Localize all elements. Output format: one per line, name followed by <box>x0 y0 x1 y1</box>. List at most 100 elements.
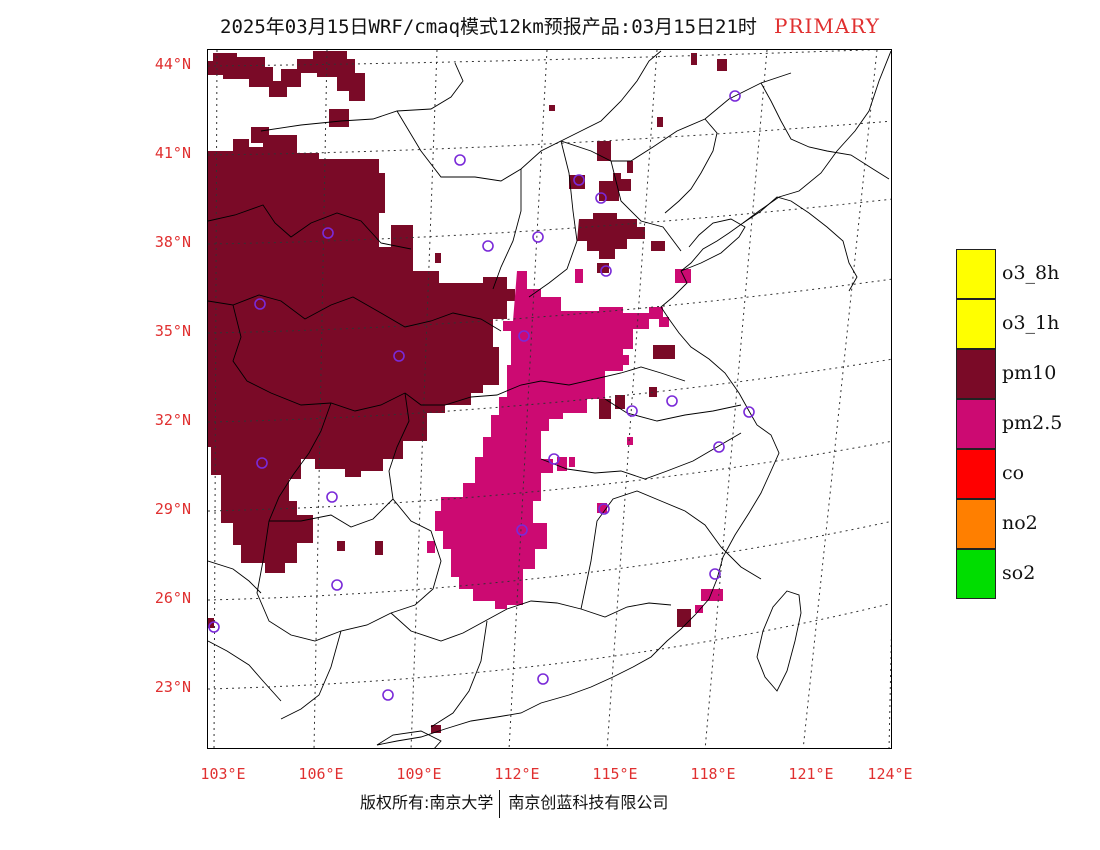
lat-label-35: 35°N <box>154 322 191 340</box>
station-marker <box>532 231 544 243</box>
boundaries <box>208 50 891 748</box>
pm10-patch <box>375 541 383 555</box>
pm10-patch <box>549 105 555 111</box>
coastline-bohai <box>376 50 891 746</box>
pm25-patch <box>701 589 723 601</box>
pm10-region-west <box>208 135 515 573</box>
lat-label-38: 38°N <box>154 233 191 251</box>
lat-label-44: 44°N <box>154 55 191 73</box>
pm10-patch <box>431 725 441 733</box>
hainan-outline <box>376 730 442 748</box>
lon-label-124: 124°E <box>867 765 913 783</box>
coastline-shandong <box>680 218 746 272</box>
parallel-44 <box>208 50 879 67</box>
station-marker <box>666 395 678 407</box>
meridian-106 <box>313 50 328 748</box>
province-line <box>528 140 578 298</box>
station-marker <box>256 457 268 469</box>
legend-swatch <box>956 399 996 449</box>
province-line <box>208 294 502 332</box>
pm25-patch <box>619 355 629 365</box>
station-marker <box>208 621 220 633</box>
legend-label: pm2.5 <box>1002 412 1063 434</box>
province-line <box>580 490 722 610</box>
province-line <box>232 304 406 412</box>
lon-label-112: 112°E <box>494 765 540 783</box>
lon-label-106: 106°E <box>298 765 344 783</box>
footer-divider <box>499 789 501 818</box>
graticule <box>208 50 891 748</box>
province-line <box>256 520 392 642</box>
station-marker <box>537 673 549 685</box>
legend-label: o3_1h <box>1002 312 1060 334</box>
lon-label-103: 103°E <box>200 765 246 783</box>
map-canvas <box>208 50 891 748</box>
station-marker <box>254 298 266 310</box>
pm10-patch <box>208 255 228 271</box>
pm10-region-north <box>208 51 365 101</box>
lat-label-32: 32°N <box>154 411 191 429</box>
meridian-121 <box>802 50 878 748</box>
map-panel <box>207 49 892 749</box>
province-line <box>208 204 412 250</box>
pm10-patch <box>329 109 349 127</box>
legend-label: so2 <box>1002 562 1036 584</box>
pm10-patch <box>337 541 345 551</box>
taiwan-outline <box>756 590 802 692</box>
station-marker <box>626 405 638 417</box>
pm10-patch <box>208 359 222 379</box>
pm10-patch <box>717 59 727 71</box>
province-line <box>720 546 762 580</box>
station-marker <box>743 406 755 418</box>
copyright-right: 南京创蓝科技有限公司 <box>508 793 669 812</box>
station-marker <box>326 491 338 503</box>
province-line <box>208 640 282 702</box>
station-marker <box>322 227 334 239</box>
pm25-patch <box>695 605 703 613</box>
lon-label-118: 118°E <box>690 765 736 783</box>
parallel-29 <box>208 440 891 512</box>
province-line <box>268 402 332 522</box>
legend-swatch <box>956 249 996 299</box>
stations <box>208 90 755 701</box>
meridian-103 <box>213 50 218 748</box>
province-line <box>604 398 742 422</box>
pm10-patch <box>599 399 611 419</box>
province-line <box>396 72 792 182</box>
meridian-115 <box>606 50 658 748</box>
pm10-patch <box>569 175 585 189</box>
province-line <box>269 498 394 528</box>
station-marker <box>382 689 394 701</box>
pm10-patch <box>435 253 441 263</box>
pm10-region-hebei <box>577 213 645 259</box>
copyright-footer: 版权所有:南京大学 南京创蓝科技有限公司 <box>360 789 668 819</box>
lat-label-29: 29°N <box>154 500 191 518</box>
parallel-23 <box>208 602 891 690</box>
pm25-patch <box>659 317 669 327</box>
meridian-124 <box>888 631 891 748</box>
station-marker <box>516 524 528 536</box>
station-marker <box>729 90 741 102</box>
province-line <box>208 560 262 594</box>
lat-label-26: 26°N <box>154 589 191 607</box>
pm25-patch <box>627 437 633 445</box>
parallel-26 <box>208 520 891 601</box>
pm10-patch <box>627 161 633 173</box>
station-marker <box>709 568 721 580</box>
legend-label: no2 <box>1002 512 1038 534</box>
pm10-patch <box>657 117 663 127</box>
legend-swatch <box>956 349 996 399</box>
pm25-patch <box>557 457 567 471</box>
legend-label: co <box>1002 462 1025 484</box>
province-line <box>492 169 522 290</box>
pm25-patch <box>427 541 435 553</box>
province-line <box>404 366 686 406</box>
pm10-region-beijing <box>599 173 631 201</box>
map-title: 2025年03月15日WRF/cmaq模式12km预报产品:03月15日21时 … <box>0 12 1100 42</box>
legend-swatch <box>956 299 996 349</box>
station-marker <box>331 579 343 591</box>
lat-label-23: 23°N <box>154 678 191 696</box>
pm10-patch <box>677 609 691 627</box>
pm25-region-central <box>435 271 663 609</box>
station-marker <box>454 154 466 166</box>
